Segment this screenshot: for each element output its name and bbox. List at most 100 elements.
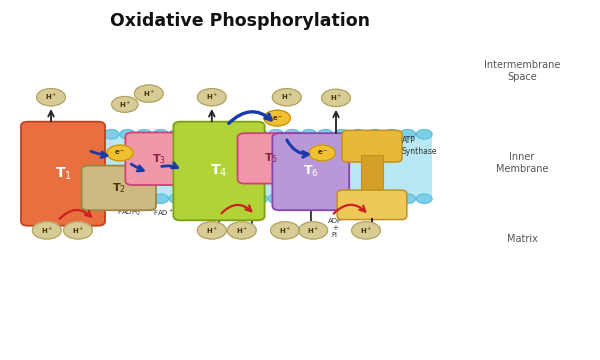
- Text: H$^+$: H$^+$: [330, 93, 342, 103]
- Circle shape: [54, 130, 70, 139]
- Circle shape: [284, 130, 300, 139]
- Text: T$_{3}$: T$_{3}$: [152, 152, 166, 166]
- Circle shape: [186, 130, 202, 139]
- Circle shape: [264, 110, 290, 126]
- Circle shape: [317, 130, 333, 139]
- FancyBboxPatch shape: [337, 190, 407, 220]
- FancyBboxPatch shape: [82, 166, 156, 210]
- FancyBboxPatch shape: [21, 122, 105, 226]
- Text: H$^+$: H$^+$: [72, 225, 84, 235]
- Circle shape: [153, 194, 169, 203]
- Circle shape: [136, 194, 152, 203]
- Circle shape: [271, 222, 299, 239]
- Circle shape: [235, 194, 251, 203]
- Circle shape: [400, 194, 416, 203]
- Circle shape: [322, 89, 350, 107]
- Circle shape: [120, 130, 136, 139]
- Circle shape: [309, 145, 335, 161]
- Circle shape: [251, 130, 267, 139]
- Text: ATP: ATP: [365, 212, 379, 219]
- Text: T$_{5}$: T$_{5}$: [264, 152, 278, 165]
- Circle shape: [112, 96, 138, 112]
- Circle shape: [334, 130, 350, 139]
- Circle shape: [235, 130, 251, 139]
- Circle shape: [37, 130, 53, 139]
- Circle shape: [64, 222, 92, 239]
- Text: 1/2 O$_2$: 1/2 O$_2$: [208, 208, 232, 218]
- Circle shape: [103, 194, 119, 203]
- Text: T$_{1}$: T$_{1}$: [55, 166, 71, 182]
- FancyBboxPatch shape: [173, 122, 265, 220]
- Text: Matrix: Matrix: [506, 234, 538, 244]
- Circle shape: [350, 194, 366, 203]
- Circle shape: [251, 194, 267, 203]
- Circle shape: [334, 194, 350, 203]
- Circle shape: [70, 130, 86, 139]
- Circle shape: [70, 194, 86, 203]
- Circle shape: [227, 222, 256, 239]
- Text: ADP
+
Pi: ADP + Pi: [328, 218, 342, 238]
- Text: ATP
Synthase: ATP Synthase: [402, 136, 437, 156]
- Text: H$_2$O: H$_2$O: [245, 208, 261, 218]
- FancyBboxPatch shape: [238, 133, 305, 184]
- Circle shape: [107, 145, 133, 161]
- Circle shape: [197, 89, 226, 106]
- Circle shape: [87, 130, 103, 139]
- Circle shape: [218, 130, 234, 139]
- Circle shape: [21, 130, 37, 139]
- Circle shape: [32, 222, 61, 239]
- Text: e$^-$: e$^-$: [272, 114, 283, 122]
- Circle shape: [202, 130, 218, 139]
- Circle shape: [268, 194, 284, 203]
- Text: FADH$_2$: FADH$_2$: [117, 208, 141, 218]
- FancyBboxPatch shape: [125, 132, 193, 185]
- Bar: [21, 134, 432, 199]
- Circle shape: [136, 130, 152, 139]
- Text: e$^-$: e$^-$: [115, 149, 125, 157]
- Text: T$_{6}$: T$_{6}$: [303, 164, 319, 179]
- Circle shape: [299, 222, 328, 239]
- Circle shape: [186, 194, 202, 203]
- Circle shape: [218, 194, 234, 203]
- Circle shape: [301, 194, 317, 203]
- Circle shape: [37, 194, 53, 203]
- Text: Space: Space: [507, 72, 537, 82]
- Circle shape: [103, 130, 119, 139]
- Text: Intermembrane: Intermembrane: [484, 60, 560, 70]
- Circle shape: [301, 130, 317, 139]
- Circle shape: [416, 194, 432, 203]
- Circle shape: [416, 130, 432, 139]
- Circle shape: [272, 89, 301, 106]
- Text: Inner: Inner: [509, 152, 535, 162]
- Text: e$^-$: e$^-$: [317, 149, 328, 157]
- Circle shape: [400, 130, 416, 139]
- Circle shape: [383, 130, 399, 139]
- Circle shape: [268, 130, 284, 139]
- Circle shape: [352, 222, 380, 239]
- Circle shape: [21, 194, 37, 203]
- Text: H$^+$: H$^+$: [360, 225, 372, 235]
- Circle shape: [134, 85, 163, 102]
- Bar: [361, 155, 383, 196]
- Circle shape: [54, 194, 70, 203]
- Circle shape: [383, 194, 399, 203]
- Text: T$_{2}$: T$_{2}$: [112, 181, 126, 195]
- Text: H$^+$: H$^+$: [279, 225, 291, 235]
- Text: H$^+$: H$^+$: [119, 99, 131, 109]
- FancyBboxPatch shape: [272, 133, 349, 210]
- Circle shape: [284, 194, 300, 203]
- Text: H$^+$: H$^+$: [206, 225, 218, 235]
- Circle shape: [317, 194, 333, 203]
- Text: H$^+$: H$^+$: [41, 225, 53, 235]
- Text: T$_{4}$: T$_{4}$: [211, 163, 227, 179]
- Circle shape: [202, 194, 218, 203]
- Circle shape: [37, 89, 65, 106]
- Circle shape: [87, 194, 103, 203]
- Text: NADH,H$^+$: NADH,H$^+$: [28, 208, 62, 219]
- Circle shape: [153, 130, 169, 139]
- Text: H$^+$: H$^+$: [45, 92, 57, 102]
- Circle shape: [169, 194, 185, 203]
- Text: NAD$^+$: NAD$^+$: [84, 208, 106, 219]
- Circle shape: [197, 222, 226, 239]
- Text: H$^+$: H$^+$: [307, 225, 319, 235]
